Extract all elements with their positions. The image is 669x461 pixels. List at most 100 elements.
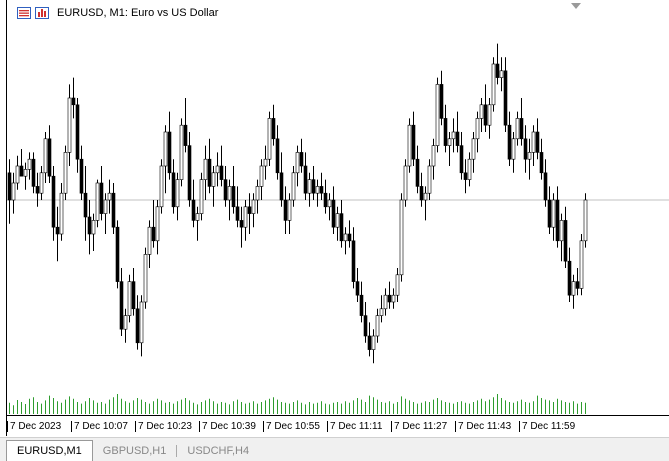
candle-bullish (15, 165, 20, 184)
candle-bullish (159, 165, 164, 208)
candle-bullish (391, 294, 396, 303)
candle-bearish (183, 124, 188, 146)
candle-bearish (31, 158, 36, 187)
candle-bullish (579, 240, 584, 289)
candle-bearish (19, 165, 24, 177)
candle-bullish (139, 301, 144, 344)
candle-bullish (559, 220, 564, 242)
candle-bullish (395, 274, 400, 296)
candle-bearish (495, 63, 500, 78)
candle-bearish (55, 226, 60, 235)
tab-eurusd-m1[interactable]: EURUSD,M1 (6, 440, 93, 461)
candle-bearish (355, 281, 360, 296)
time-axis-label: 7 Dec 11:59 (519, 421, 575, 432)
price-chart[interactable] (0, 0, 669, 436)
time-axis-label: 7 Dec 11:27 (391, 421, 447, 432)
candle-bullish (195, 213, 200, 221)
candle-bullish (407, 124, 412, 167)
candle-bullish (571, 281, 576, 296)
candle-bearish (87, 216, 92, 235)
candle-bullish (551, 199, 556, 228)
candle-bearish (151, 226, 156, 242)
candle-bullish (583, 199, 588, 242)
bar-chart-icon[interactable] (35, 7, 49, 19)
candle-bearish (415, 158, 420, 187)
chart-area[interactable]: EURUSD, M1: Euro vs US Dollar (6, 0, 669, 436)
candle-bearish (575, 281, 580, 289)
candle-bullish (215, 165, 220, 174)
time-axis-label: 7 Dec 10:55 (263, 421, 320, 432)
candle-bullish (307, 179, 312, 194)
candle-bearish (543, 172, 548, 201)
candle-bearish (419, 186, 424, 201)
candle-bearish (115, 226, 120, 282)
candle-bullish (383, 294, 388, 310)
candle-bearish (119, 281, 124, 330)
time-axis-label: 7 Dec 2023 (7, 421, 61, 432)
candle-bullish (427, 165, 432, 194)
candle-bullish (103, 199, 108, 214)
chart-window-menu-icon[interactable] (17, 7, 31, 19)
time-axis: 7 Dec 2023 7 Dec 10:07 7 Dec 10:23 7 Dec 10… (7, 415, 669, 437)
candle-bearish (47, 138, 52, 177)
candle-bullish (255, 186, 260, 201)
candle-bullish (471, 138, 476, 160)
candle-bearish (79, 158, 84, 194)
candle-bearish (387, 294, 392, 303)
candle-bullish (531, 131, 536, 153)
candle-bullish (203, 158, 208, 180)
candle-bearish (271, 118, 276, 140)
candle-bullish (423, 192, 428, 201)
candle-bearish (247, 206, 252, 214)
candle-bearish (231, 186, 236, 208)
candle-bullish (499, 70, 504, 78)
candle-bullish (375, 315, 380, 337)
candle-bullish (63, 152, 68, 194)
candle-bullish (143, 254, 148, 303)
candle-bearish (319, 186, 324, 194)
chart-title-bar: EURUSD, M1: Euro vs US Dollar (17, 5, 218, 21)
candle-bearish (339, 213, 344, 242)
time-axis-label: 7 Dec 10:39 (199, 421, 256, 432)
chart-title: EURUSD, M1: Euro vs US Dollar (57, 7, 219, 19)
candle-bearish (275, 138, 280, 174)
time-axis-label: 7 Dec 11:11 (327, 421, 382, 432)
candle-bullish (435, 84, 440, 146)
candle-bullish (527, 152, 532, 160)
candle-bearish (411, 124, 416, 160)
candle-bullish (259, 165, 264, 187)
tab-gbpusd-h1[interactable]: GBPUSD,H1 (102, 445, 167, 457)
tab-usdchf-h4[interactable]: USDCHF,H4 (187, 445, 250, 457)
candle-bullish (175, 179, 180, 208)
candle-bullish (291, 172, 296, 201)
candle-bearish (535, 131, 540, 153)
candle-bullish (399, 199, 404, 276)
candle-bullish (479, 104, 484, 119)
candle-bullish (371, 335, 376, 350)
candle-bullish (451, 131, 456, 140)
candle-bearish (331, 199, 336, 228)
candle-bearish (303, 165, 308, 194)
candle-bearish (51, 175, 56, 228)
candle-bearish (539, 152, 544, 174)
candle-bearish (171, 172, 176, 208)
candle-bearish (71, 97, 76, 106)
candle-bearish (455, 131, 460, 146)
candle-bullish (127, 281, 132, 316)
scroll-marker-triangle-icon[interactable] (571, 0, 581, 12)
candle-bearish (567, 260, 572, 296)
candle-bullish (487, 104, 492, 126)
candle-bullish (403, 165, 408, 201)
candle-bullish (447, 138, 452, 146)
candle-bearish (135, 308, 140, 344)
candle-bearish (359, 294, 364, 316)
candle-bullish (295, 152, 300, 174)
candle-bullish (59, 192, 64, 235)
candle-bearish (351, 240, 356, 282)
candle-bearish (223, 179, 228, 201)
candle-bullish (251, 199, 256, 214)
candle-bearish (187, 145, 192, 201)
candle-bearish (283, 199, 288, 221)
candle-bullish (315, 186, 320, 194)
